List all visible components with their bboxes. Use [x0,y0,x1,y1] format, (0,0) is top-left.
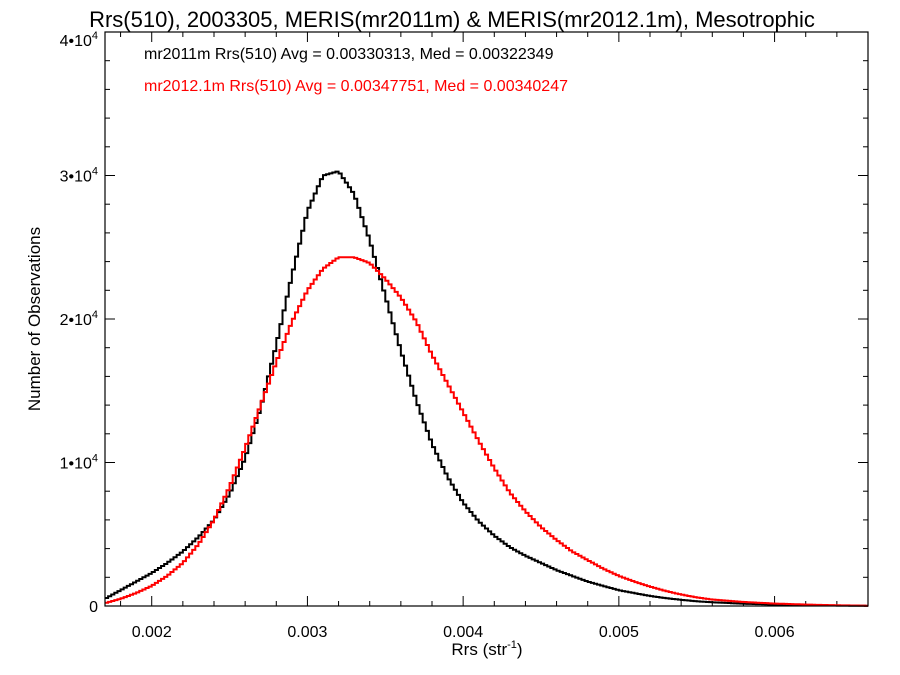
x-axis-label-main: Rrs (str [451,640,507,659]
y-tick-label-exponent: 4 [92,453,98,465]
y-tick-label-exponent: 4 [92,30,98,42]
y-tick-label: 3•104 [60,166,98,186]
series-line-0 [105,170,868,607]
plot-frame [104,31,869,607]
y-tick-label-base: 4•10 [60,33,92,50]
y-tick-label-exponent: 4 [92,309,98,321]
legend-annotation-mr2012: mr2012.1m Rrs(510) Avg = 0.00347751, Med… [144,78,568,95]
y-tick-label-base: 1•10 [60,456,92,473]
x-axis-label: Rrs (str-1) [451,639,522,659]
y-tick-label-base: 2•10 [60,312,92,329]
series-line-1 [105,256,868,607]
x-axis-label-sup: -1 [507,639,517,651]
x-axis-label-tail: ) [517,640,523,659]
x-tick-label: 0.003 [287,624,327,641]
x-tick-label: 0.004 [443,624,483,641]
x-tick-label: 0.006 [755,624,795,641]
y-tick-label-base: 0 [89,599,98,616]
series-layer [105,170,868,607]
y-tick-label: 4•104 [60,30,98,50]
y-tick-label-exponent: 4 [92,166,98,178]
x-tick-label: 0.002 [132,624,172,641]
x-tick-label: 0.005 [599,624,639,641]
chart-title: Rrs(510), 2003305, MERIS(mr2011m) & MERI… [89,7,815,32]
y-tick-label: 0 [89,599,98,616]
y-axis-label: Number of Observations [25,227,44,411]
legend-annotation-mr2011m: mr2011m Rrs(510) Avg = 0.00330313, Med =… [144,46,554,63]
x-tick-labels: 0.002 0.003 0.004 0.005 0.006 [132,624,795,641]
y-tick-label-base: 3•10 [60,169,92,186]
y-tick-label: 1•104 [60,453,98,473]
y-tick-label: 2•104 [60,309,98,329]
